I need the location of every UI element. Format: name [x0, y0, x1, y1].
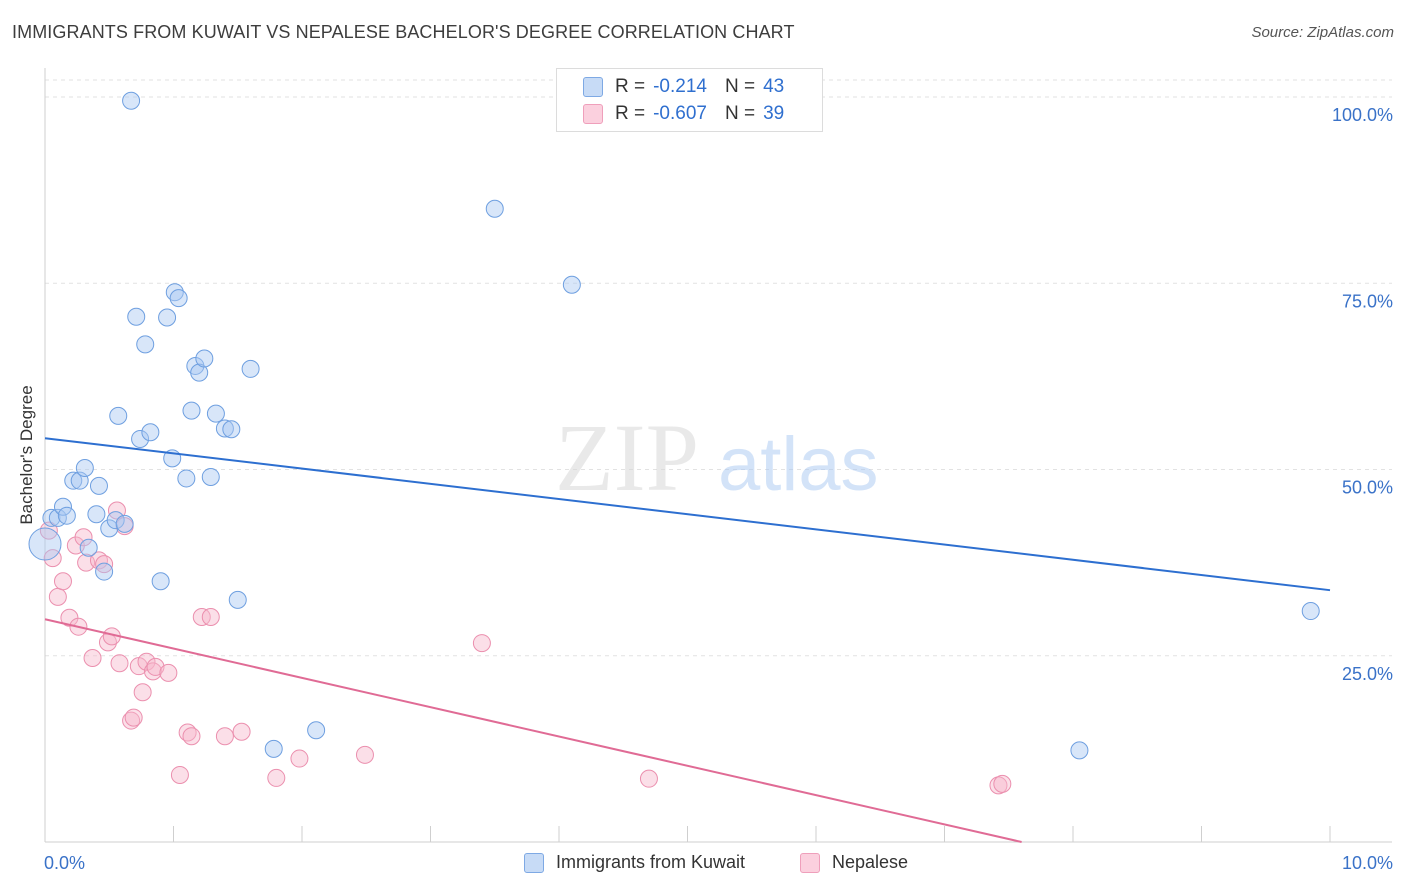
tick-labels: 25.0% 50.0% 75.0% 100.0% 0.0% 10.0%	[44, 105, 1393, 873]
legend-r-value: -0.607	[653, 103, 707, 124]
y-tick-label: 25.0%	[1342, 664, 1393, 684]
watermark-atlas: atlas	[718, 422, 879, 507]
legend-item-kuwait: Immigrants from Kuwait	[524, 852, 745, 873]
kuwait-point	[169, 289, 188, 308]
kuwait-point	[106, 511, 125, 530]
nepalese-point	[639, 769, 658, 788]
nepalese-point	[993, 774, 1012, 793]
legend-r-label: R =	[615, 103, 646, 124]
nepalese-point	[137, 652, 156, 671]
nepalese-point	[124, 708, 143, 727]
watermark-zip: ZIP	[555, 404, 699, 511]
kuwait-point	[206, 404, 225, 423]
nepalese-trend-line	[44, 618, 1022, 843]
nepalese-point	[355, 745, 374, 764]
kuwait-point	[136, 335, 155, 354]
kuwait-point	[131, 429, 150, 448]
legend-n-label: N =	[724, 76, 756, 97]
kuwait-point	[122, 91, 141, 110]
nepalese-point	[107, 501, 126, 520]
nepalese-point	[53, 572, 72, 591]
kuwait-point	[215, 419, 234, 438]
nepalese-points	[39, 501, 1012, 795]
kuwait-point	[42, 508, 61, 527]
stats-legend: R = -0.214 N = 43 R = -0.607 N = 39	[556, 68, 823, 132]
kuwait-point	[151, 572, 170, 591]
nepalese-point	[232, 722, 251, 741]
x-tick-label: 0.0%	[44, 853, 85, 873]
chart-source: Source: ZipAtlas.com	[1251, 24, 1394, 41]
kuwait-point	[141, 423, 160, 442]
kuwait-point	[241, 359, 260, 378]
kuwait-point	[195, 349, 214, 368]
legend-n-label: N =	[724, 103, 756, 124]
trend-layer	[44, 437, 1331, 843]
legend-n-value: 43	[763, 76, 785, 97]
kuwait-point	[64, 471, 83, 490]
kuwait-point	[264, 739, 283, 758]
nepalese-point	[290, 749, 309, 768]
legend-label-nepalese: Nepalese	[832, 852, 909, 872]
kuwait-point	[485, 199, 504, 218]
y-tick-label: 100.0%	[1332, 105, 1393, 125]
legend-label-kuwait: Immigrants from Kuwait	[556, 852, 746, 872]
kuwait-point	[1301, 602, 1320, 621]
kuwait-point	[190, 363, 209, 382]
nepalese-swatch	[583, 104, 603, 124]
nepalese-point	[267, 768, 286, 787]
legend-n-value: 39	[763, 103, 785, 124]
kuwait-point	[79, 538, 98, 557]
legend-row-kuwait: R = -0.214 N = 43	[583, 75, 802, 99]
kuwait-point	[89, 476, 108, 495]
axis-layer	[44, 68, 1392, 843]
kuwait-point	[87, 505, 106, 524]
legend-r-value: -0.214	[653, 76, 707, 97]
nepalese-point	[83, 648, 102, 667]
nepalese-point	[472, 634, 491, 653]
nepalese-point	[215, 727, 234, 746]
legend-item-nepalese: Nepalese	[800, 852, 908, 873]
nepalese-point	[48, 587, 67, 606]
watermark: ZIP atlas	[555, 404, 879, 511]
y-axis-label: Bachelor's Degree	[17, 385, 36, 525]
kuwait-point	[1070, 741, 1089, 760]
y-tick-label: 75.0%	[1342, 291, 1393, 311]
kuwait-point	[177, 469, 196, 488]
nepalese-point	[122, 711, 141, 730]
nepalese-point	[74, 528, 93, 547]
kuwait-point	[182, 401, 201, 420]
kuwait-point	[28, 527, 62, 561]
kuwait-point	[158, 308, 177, 327]
kuwait-point	[228, 590, 247, 609]
kuwait-point	[201, 467, 220, 486]
kuwait-point	[307, 721, 326, 740]
legend-row-nepalese: R = -0.607 N = 39	[583, 102, 802, 126]
kuwait-point	[57, 506, 76, 525]
nepalese-point	[182, 727, 201, 746]
kuwait-swatch	[583, 77, 603, 97]
kuwait-point	[95, 562, 114, 581]
chart-title: IMMIGRANTS FROM KUWAIT VS NEPALESE BACHE…	[12, 22, 795, 42]
kuwait-point	[53, 497, 72, 516]
kuwait-legend-swatch	[524, 852, 544, 873]
kuwait-trend-line	[44, 437, 1331, 592]
nepalese-point	[201, 608, 220, 627]
kuwait-point	[115, 514, 134, 533]
kuwait-point	[562, 275, 581, 294]
nepalese-point	[133, 683, 152, 702]
kuwait-points	[28, 91, 1320, 760]
x-tick-label: 10.0%	[1342, 853, 1393, 873]
nepalese-point	[159, 663, 178, 682]
legend-r-label: R =	[615, 76, 646, 97]
nepalese-point	[170, 765, 189, 784]
nepalese-point	[110, 654, 129, 673]
nepalese-point	[95, 555, 114, 574]
kuwait-point	[222, 420, 241, 439]
kuwait-point	[75, 459, 94, 478]
y-tick-label: 50.0%	[1342, 478, 1393, 498]
kuwait-point	[109, 406, 128, 425]
kuwait-point	[127, 307, 146, 326]
nepalese-legend-swatch	[800, 852, 820, 873]
